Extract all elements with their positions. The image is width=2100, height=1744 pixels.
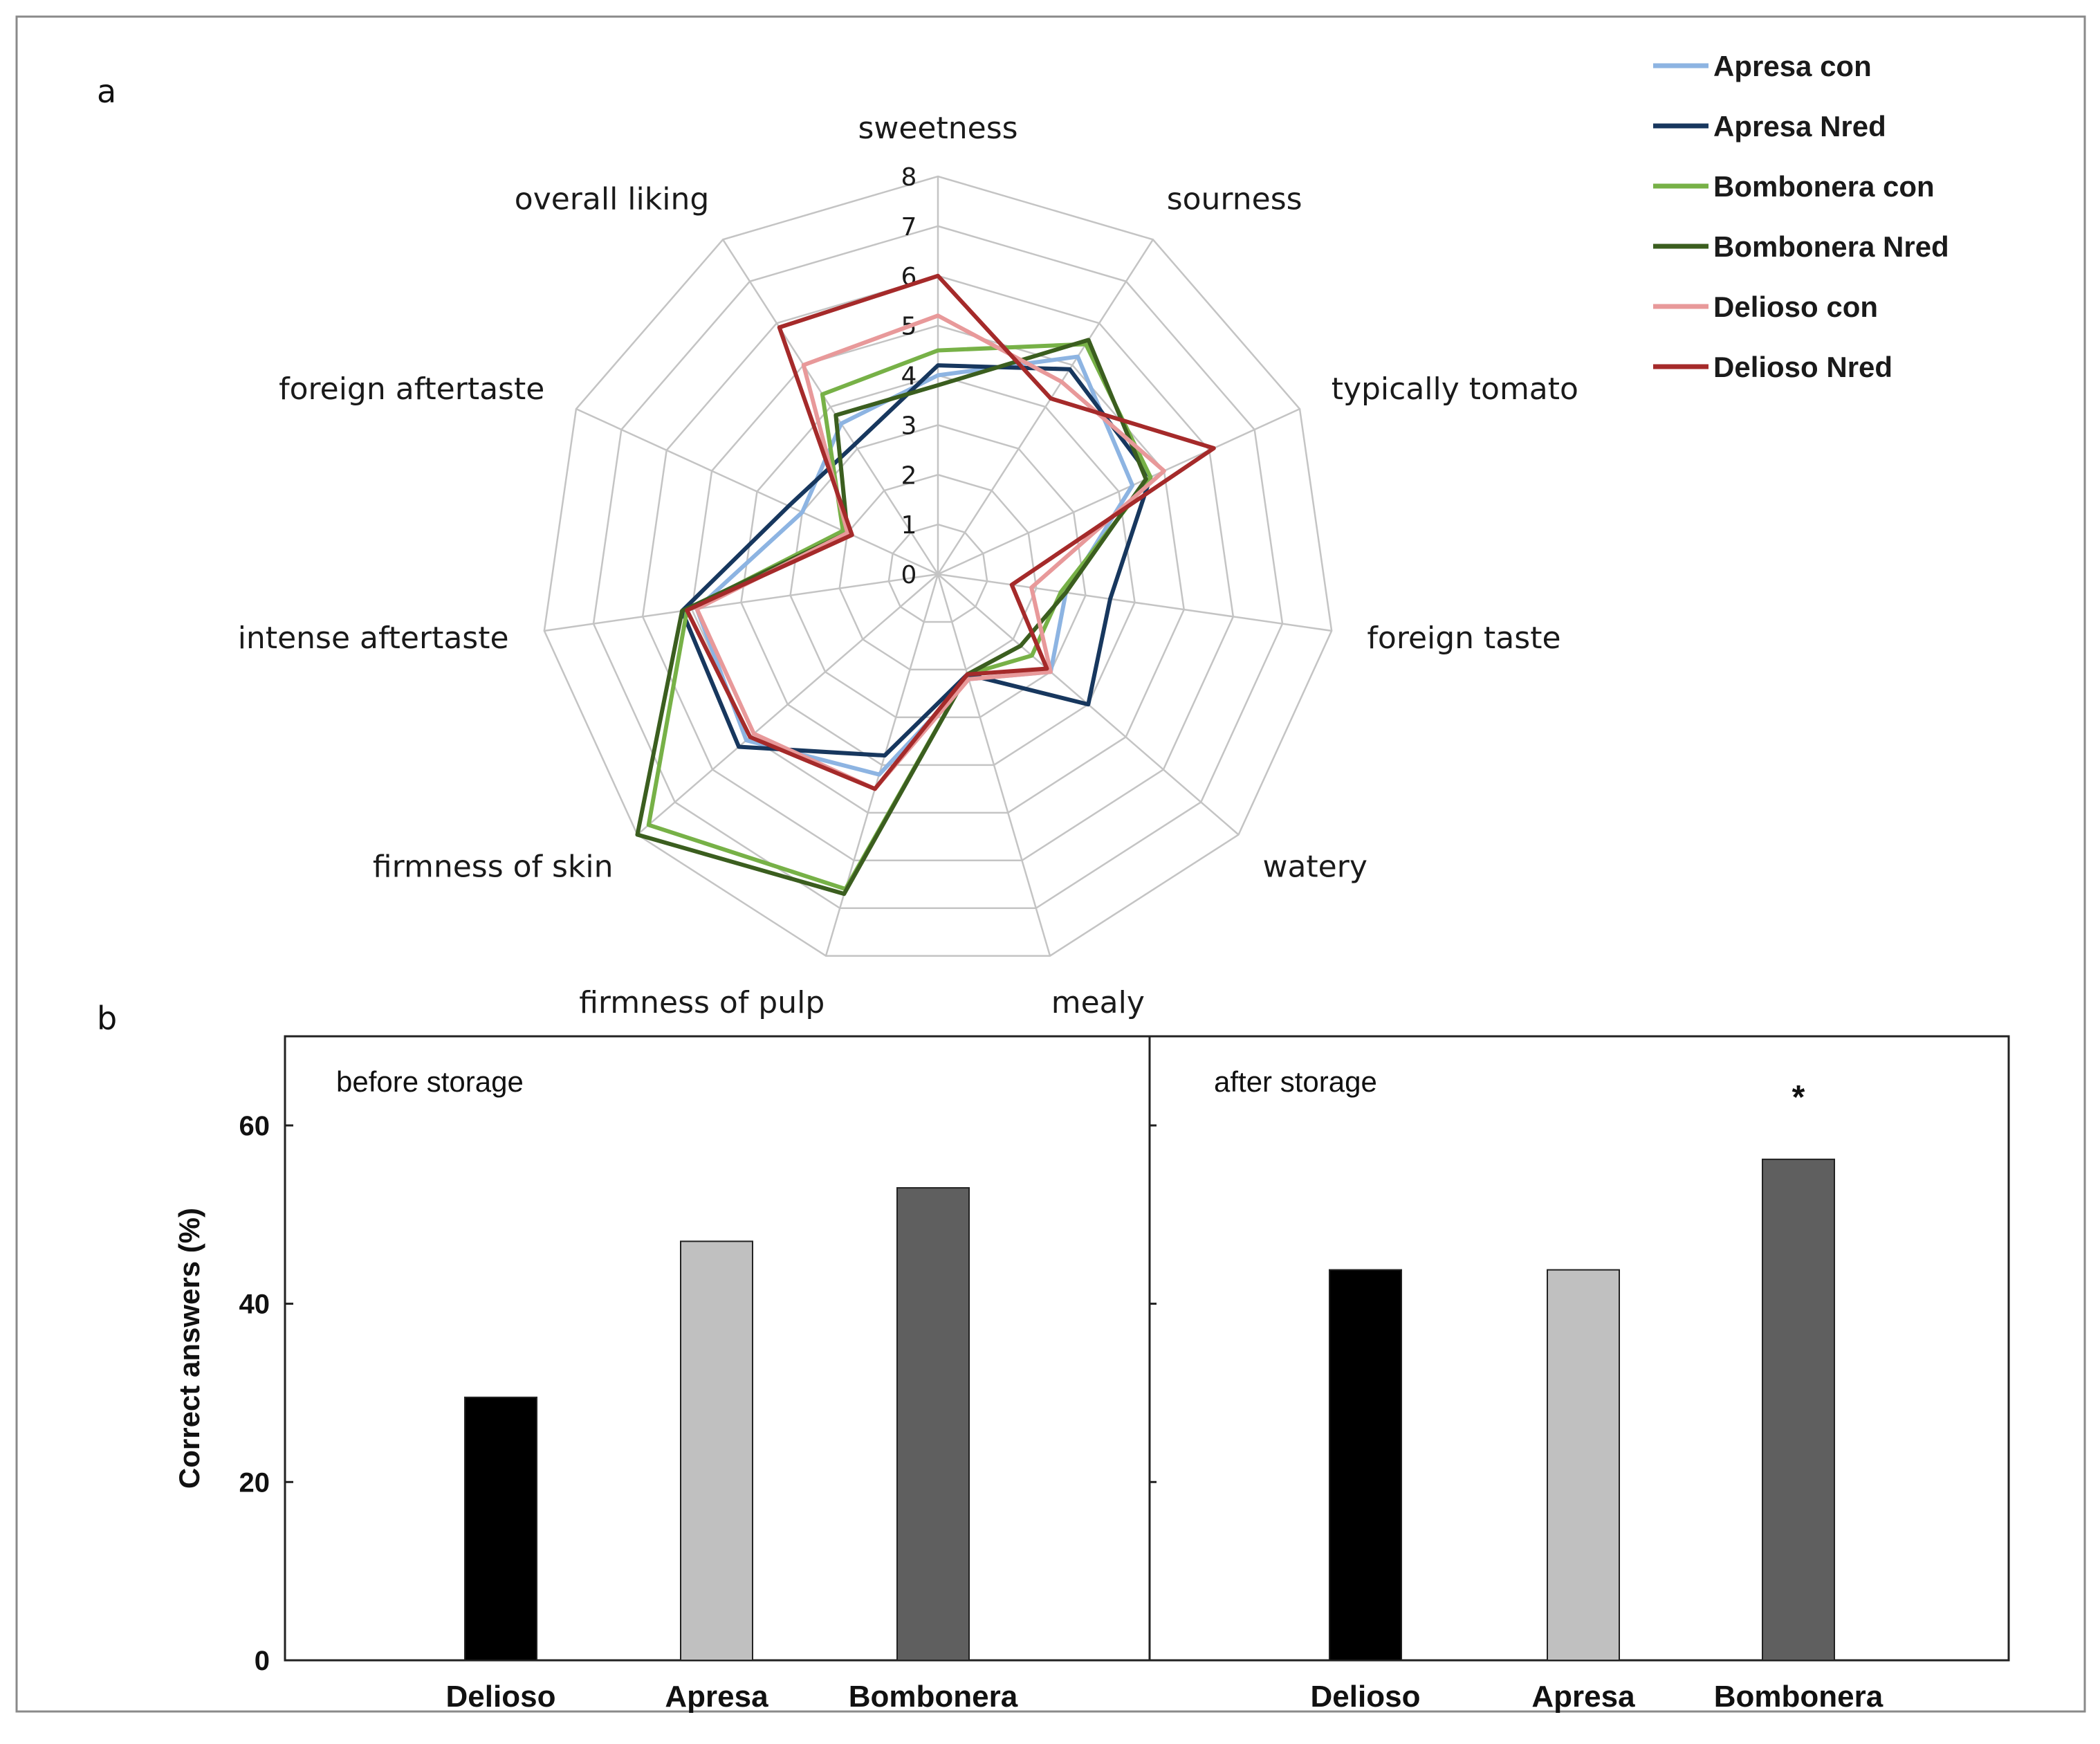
legend-label-bombonera-con: Bombonera con xyxy=(1713,170,1935,203)
radar-tick-label: 4 xyxy=(901,362,917,391)
legend-label-delioso-nred: Delioso Nred xyxy=(1713,351,1892,383)
radar-tick-label: 8 xyxy=(901,163,917,192)
radar-series-delioso-nred xyxy=(685,273,1216,791)
bar-before-storage-apresa xyxy=(680,1240,753,1662)
bar-before-storage-bombonera xyxy=(896,1187,970,1661)
radar-tick-label: 0 xyxy=(901,561,917,589)
bar-category-label-delioso: Delioso xyxy=(446,1680,556,1714)
bar-ytick-label: 60 xyxy=(239,1111,270,1141)
radar-tick-label: 3 xyxy=(901,412,917,440)
bar-category-label-delioso: Delioso xyxy=(1311,1680,1421,1714)
radar-axis-label-sweetness: sweetness xyxy=(858,111,1017,146)
panel-a-letter: a xyxy=(97,73,116,110)
radar-axis-label-firmness-of-pulp: firmness of pulp xyxy=(579,985,825,1020)
radar-axis-label-foreign-taste: foreign taste xyxy=(1367,621,1560,656)
radar-axis-label-sourness: sourness xyxy=(1167,181,1302,217)
radar-axis-label-watery: watery xyxy=(1262,849,1367,884)
radar-tick-label: 7 xyxy=(901,213,917,241)
bar-category-label-apresa: Apresa xyxy=(665,1680,768,1714)
radar-grid-ring-1 xyxy=(887,523,988,623)
bar-ytick-label: 40 xyxy=(239,1289,270,1320)
radar-spoke-foreign-aftertaste xyxy=(575,407,939,576)
radar-axis-label-foreign-aftertaste: foreign aftertaste xyxy=(279,371,544,407)
bar-panel-title-before-storage: before storage xyxy=(336,1065,524,1098)
radar-grid-ring-8 xyxy=(543,175,1333,957)
radar-axis-label-mealy: mealy xyxy=(1051,985,1145,1020)
bar-before-storage-delioso xyxy=(464,1396,537,1662)
radar-axis-label-firmness-of-skin: firmness of skin xyxy=(373,849,614,884)
bar-chart: 0 20 40 60 Correct answers (%) before storage… xyxy=(173,1035,2010,1714)
bar-significance-mark: * xyxy=(1792,1079,1805,1116)
bar-after-storage-bombonera xyxy=(1762,1158,1835,1661)
radar-spoke-foreign-taste xyxy=(937,573,1332,632)
bar-plot-frame xyxy=(284,1035,2010,1662)
bar-ytick-label: 0 xyxy=(255,1646,270,1676)
radar-grid-ring-7 xyxy=(592,225,1284,909)
panel-b-letter: b xyxy=(97,1000,117,1037)
legend-label-apresa-nred: Apresa Nred xyxy=(1713,110,1886,143)
radar-tick-label: 1 xyxy=(901,511,917,540)
bar-ytick-label: 20 xyxy=(239,1467,270,1498)
figure-frame xyxy=(15,15,2086,1713)
bar-ylabel: Correct answers (%) xyxy=(173,1208,205,1489)
bar-after-storage-delioso xyxy=(1329,1269,1402,1661)
radar-grid-ring-4 xyxy=(740,374,1136,767)
radar-grid-ring-2 xyxy=(838,473,1038,671)
legend-label-apresa-con: Apresa con xyxy=(1713,50,1872,82)
legend-label-delioso-con: Delioso con xyxy=(1713,291,1878,323)
radar-spoke-firmness-of-skin xyxy=(636,573,939,836)
bar-category-label-bombonera: Bombonera xyxy=(849,1680,1018,1714)
bar-panel-title-after-storage: after storage xyxy=(1214,1065,1377,1098)
bar-category-label-bombonera: Bombonera xyxy=(1714,1680,1883,1714)
radar-spoke-mealy xyxy=(937,573,1051,957)
legend-label-bombonera-nred: Bombonera Nred xyxy=(1713,230,1949,263)
bar-after-storage-apresa xyxy=(1547,1269,1620,1661)
radar-axis-label-typically-tomato: typically tomato xyxy=(1332,371,1578,407)
radar-spoke-intense-aftertaste xyxy=(544,573,939,632)
radar-grid-ring-5 xyxy=(690,324,1186,814)
radar-legend: Apresa con Apresa Nred Bombonera con Bombon… xyxy=(1653,50,1949,383)
radar-spoke-sourness xyxy=(937,239,1154,575)
radar-axis-label-overall-liking: overall liking xyxy=(515,181,710,217)
radar-grid-ring-6 xyxy=(641,275,1235,862)
radar-spoke-overall-liking xyxy=(722,239,939,575)
radar-tick-label: 2 xyxy=(901,461,917,490)
bar-category-label-apresa: Apresa xyxy=(1531,1680,1635,1714)
radar-axis-label-intense-aftertaste: intense aftertaste xyxy=(238,621,509,656)
radar-spoke-typically-tomato xyxy=(937,407,1300,576)
